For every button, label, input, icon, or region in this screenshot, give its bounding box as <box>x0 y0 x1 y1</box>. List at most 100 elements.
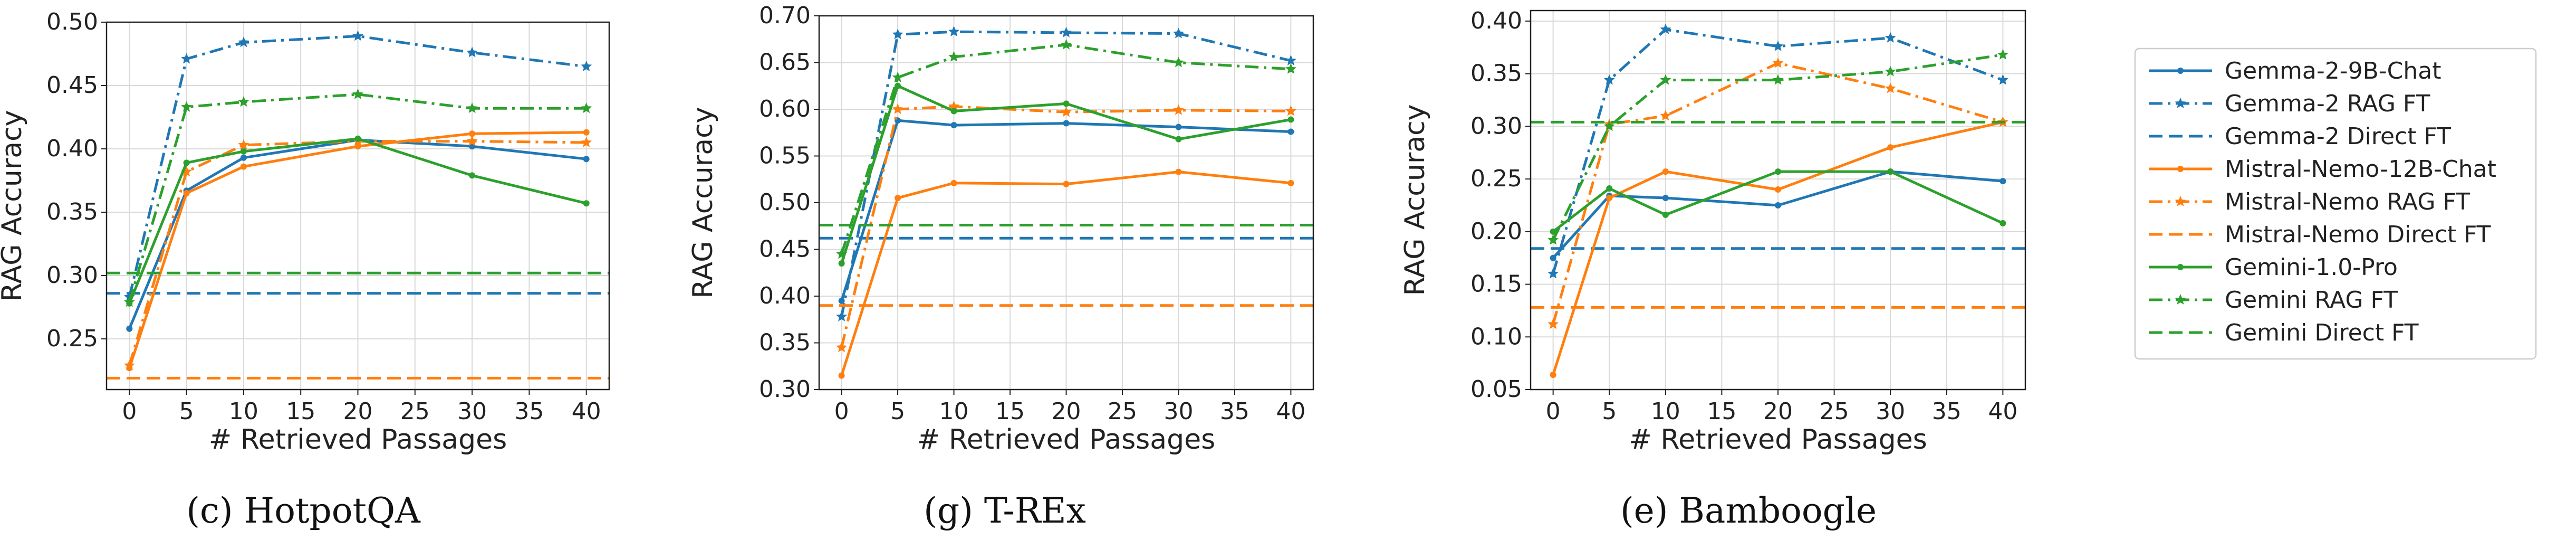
legend-marker <box>2175 196 2186 206</box>
data-point <box>1885 32 1896 43</box>
x-tick-label: 40 <box>572 398 601 425</box>
data-point <box>1061 106 1072 117</box>
y-tick-label: 0.35 <box>46 198 98 225</box>
legend-marker <box>2175 294 2186 305</box>
legend-label: Gemini RAG FT <box>2225 287 2398 314</box>
data-point <box>1997 74 2008 85</box>
data-point <box>123 359 135 371</box>
data-point <box>469 172 476 179</box>
y-tick-label: 0.35 <box>1470 60 1522 87</box>
series-line <box>840 170 1291 376</box>
y-axis-label: RAG Accuracy <box>687 107 719 299</box>
data-point <box>2000 178 2006 185</box>
data-point <box>1175 168 1182 175</box>
x-axis-label: # Retrieved Passages <box>1629 424 1927 456</box>
data-point <box>469 130 476 137</box>
series-line <box>1552 170 2004 233</box>
data-point <box>1547 234 1559 245</box>
legend-label: Gemma-2 Direct FT <box>2225 123 2451 150</box>
data-point <box>1887 144 1894 151</box>
x-tick-label: 5 <box>1602 398 1617 425</box>
y-tick-label: 0.40 <box>46 135 98 162</box>
data-point <box>1997 49 2008 60</box>
y-tick-label: 0.45 <box>46 72 98 99</box>
series-line <box>128 140 587 366</box>
y-tick-label: 0.25 <box>46 325 98 352</box>
data-point <box>583 129 590 136</box>
data-point <box>1287 116 1294 123</box>
y-tick-label: 0.40 <box>759 282 811 309</box>
series-line <box>840 43 1291 255</box>
legend-label: Mistral-Nemo-12B-Chat <box>2225 156 2496 183</box>
data-point <box>183 190 190 196</box>
y-tick-label: 0.15 <box>1470 271 1522 298</box>
data-point <box>581 102 592 113</box>
x-tick-label: 25 <box>1108 398 1137 425</box>
series-line <box>1552 62 2004 325</box>
x-tick-label: 10 <box>229 398 258 425</box>
x-tick-label: 0 <box>834 398 849 425</box>
y-tick-label: 0.40 <box>1470 7 1522 34</box>
data-point <box>352 88 363 99</box>
data-point <box>948 51 959 62</box>
data-point <box>466 102 478 113</box>
y-tick-label: 0.30 <box>759 376 811 403</box>
legend-label: Gemma-2-9B-Chat <box>2225 58 2441 84</box>
data-point <box>836 248 848 259</box>
data-point <box>1550 228 1556 235</box>
y-tick-label: 0.50 <box>46 8 98 35</box>
data-point <box>1175 124 1182 130</box>
series-line <box>840 105 1291 348</box>
legend-label: Mistral-Nemo Direct FT <box>2225 221 2491 248</box>
x-tick-label: 5 <box>179 398 194 425</box>
legend: Gemma-2-9B-Chat Gemma-2 RAG FT Gemma-2 Dir… <box>2134 48 2537 360</box>
data-point <box>950 108 957 115</box>
y-tick-label: 0.05 <box>1470 376 1522 403</box>
chart-caption: (c) HotpotQA <box>186 490 421 531</box>
chart-panel-2: 0.05 0.10 0.15 0.20 0.25 0.30 0.35 0.40 0 5 10 15 20… <box>1399 7 2026 531</box>
y-tick-label: 0.50 <box>759 189 811 216</box>
x-tick-label: 10 <box>1651 398 1680 425</box>
data-point <box>1775 168 1781 175</box>
data-point <box>466 135 478 146</box>
data-point <box>1175 136 1182 143</box>
data-point <box>1887 168 1894 175</box>
series-line <box>1552 120 2003 375</box>
x-tick-label: 0 <box>122 398 137 425</box>
data-point <box>2000 220 2006 226</box>
x-tick-label: 20 <box>343 398 373 425</box>
data-point <box>1660 23 1671 34</box>
plot-frame <box>105 21 610 391</box>
legend-marker <box>2177 68 2184 74</box>
data-point <box>1173 56 1184 68</box>
data-point <box>1606 185 1613 192</box>
y-axis-label: RAG Accuracy <box>1399 105 1431 296</box>
series-line <box>128 137 587 304</box>
data-point <box>1772 40 1784 51</box>
series-line <box>128 131 587 368</box>
data-point <box>1173 27 1184 39</box>
y-tick-label: 0.30 <box>46 262 98 289</box>
x-tick-label: 5 <box>890 398 905 425</box>
data-point <box>1547 268 1559 279</box>
x-tick-label: 0 <box>1546 398 1561 425</box>
series-line <box>128 138 587 329</box>
data-point <box>1603 74 1615 85</box>
data-point <box>1061 39 1072 50</box>
series-line <box>128 34 587 298</box>
y-axis-label: RAG Accuracy <box>0 110 28 302</box>
data-point <box>123 296 135 307</box>
x-tick-label: 20 <box>1763 398 1793 425</box>
data-point <box>1285 55 1296 65</box>
data-point <box>838 260 845 267</box>
data-point <box>836 310 848 321</box>
data-point <box>1660 110 1671 121</box>
series-line <box>128 93 587 303</box>
legend-box <box>2134 48 2537 360</box>
data-point <box>1775 202 1781 209</box>
data-point <box>1063 120 1070 127</box>
data-point <box>466 46 478 58</box>
data-point <box>838 297 845 304</box>
data-point <box>583 156 590 163</box>
data-point <box>1660 74 1671 85</box>
